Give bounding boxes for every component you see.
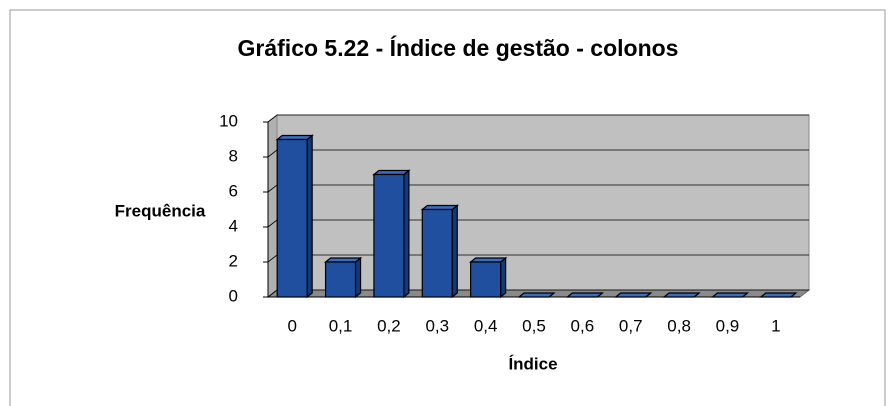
bar-top	[323, 257, 363, 263]
x-tick-label: 0,5	[522, 316, 546, 335]
y-tick-label: 10	[219, 111, 238, 130]
x-tick-label: 0,7	[619, 316, 643, 335]
bar-side	[451, 204, 458, 299]
bar-top	[517, 292, 556, 298]
y-tick-label: 0	[229, 286, 238, 305]
x-tick-label: 0,1	[329, 316, 353, 335]
x-tick-label: 0,3	[425, 316, 449, 335]
x-tick-label: 0,8	[667, 316, 691, 335]
y-tick-label: 4	[229, 216, 238, 235]
bar-top	[662, 292, 701, 298]
bar-top	[710, 292, 750, 298]
bar-top	[420, 204, 459, 211]
bar-top	[565, 292, 605, 298]
y-tick-label: 2	[229, 251, 238, 270]
chart-title: Gráfico 5.22 - Índice de gestão - colono…	[238, 34, 679, 61]
bar-top	[614, 292, 653, 298]
x-axis-title: Índice	[508, 354, 557, 373]
bar-side	[500, 256, 507, 299]
x-tick-label: 0	[287, 316, 296, 335]
bar-top	[275, 134, 314, 141]
bar-side	[403, 169, 410, 299]
bar-top	[372, 169, 411, 176]
bar-top	[468, 257, 508, 263]
bar	[470, 261, 502, 298]
y-tick-label: 6	[229, 181, 238, 200]
x-tick-label: 0,6	[571, 316, 595, 335]
side-wall	[267, 113, 278, 299]
y-axis-title: Frequência	[115, 201, 206, 220]
bar-top	[759, 292, 798, 298]
bar-side	[306, 134, 313, 299]
grid-line	[267, 114, 809, 123]
x-tick-label: 1	[771, 316, 780, 335]
bar	[324, 261, 357, 298]
x-tick-label: 0,9	[716, 316, 740, 335]
y-tick-label: 8	[229, 146, 238, 165]
bar	[276, 138, 308, 298]
bar-side	[354, 256, 362, 299]
x-tick-label: 0,2	[377, 316, 401, 335]
bar	[421, 208, 453, 298]
bar	[373, 173, 405, 298]
x-tick-label: 0,4	[474, 316, 498, 335]
